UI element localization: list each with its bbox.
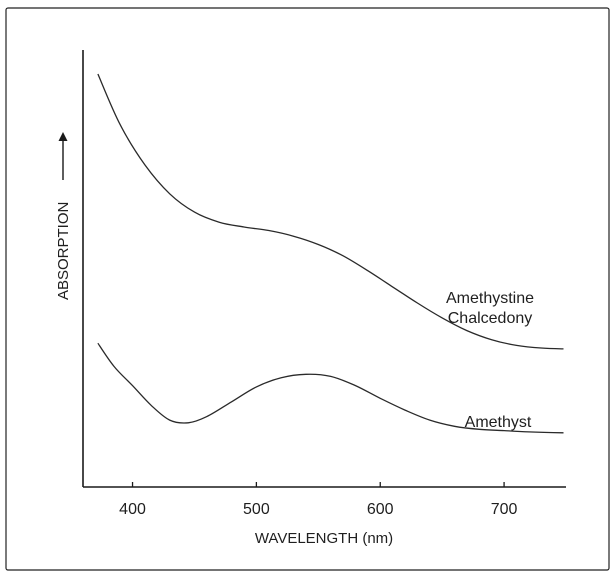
series-amethystine-chalcedony-label-line-1: Amethystine	[446, 290, 534, 307]
series-amethystine-chalcedony-label: Amethystine Chalcedony	[446, 290, 534, 327]
series-curves	[97, 73, 564, 434]
x-ticks	[131, 482, 505, 487]
x-tick-label-500: 500	[243, 501, 270, 518]
x-tick-label-600: 600	[367, 501, 394, 518]
y-axis-label: ABSORPTION	[55, 202, 72, 300]
x-tick-label-700: 700	[491, 501, 518, 518]
series-amethyst-label-line-1: Amethyst	[465, 414, 532, 431]
x-tick-label-400: 400	[119, 501, 146, 518]
y-axis-arrow-icon	[58, 132, 68, 141]
x-axis-label: WAVELENGTH (nm)	[255, 530, 393, 547]
series-amethyst-label: Amethyst	[465, 414, 532, 431]
x-tick-labels: 400 500 600 700	[119, 501, 517, 518]
y-axis-title: ABSORPTION	[55, 132, 72, 300]
series-amethystine-chalcedony-label-line-2: Chalcedony	[448, 310, 533, 327]
series-labels: Amethystine Chalcedony Amethyst	[446, 290, 534, 431]
figure-border	[5, 7, 610, 571]
series-amethyst-line	[97, 342, 564, 434]
series-amethystine-chalcedony-line	[97, 73, 564, 350]
